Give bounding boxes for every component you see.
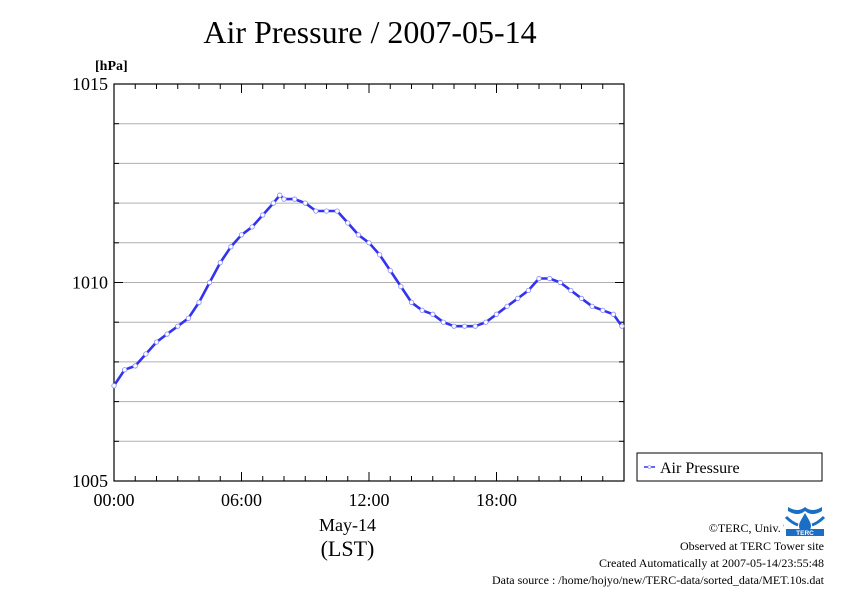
chart-title: Air Pressure / 2007-05-14 bbox=[203, 14, 537, 50]
data-point bbox=[217, 260, 223, 266]
data-point bbox=[525, 287, 531, 294]
data-point bbox=[111, 383, 117, 389]
data-point bbox=[430, 311, 436, 317]
x-tick-label: 00:00 bbox=[93, 490, 134, 510]
legend-marker bbox=[647, 465, 652, 469]
data-point bbox=[143, 351, 149, 357]
data-point bbox=[185, 315, 191, 321]
data-point bbox=[419, 307, 425, 313]
data-point bbox=[515, 295, 521, 301]
data-point bbox=[568, 287, 574, 294]
data-point bbox=[472, 323, 478, 329]
data-point bbox=[260, 212, 266, 218]
data-point bbox=[132, 363, 138, 369]
data-point bbox=[238, 232, 245, 238]
created-timestamp-text: Created Automatically at 2007-05-14/23:5… bbox=[599, 556, 824, 570]
data-point bbox=[175, 323, 181, 329]
data-point bbox=[196, 299, 202, 305]
data-point bbox=[547, 275, 553, 282]
data-point bbox=[600, 307, 606, 313]
data-point bbox=[408, 299, 415, 305]
data-point bbox=[277, 192, 283, 198]
data-point bbox=[122, 367, 128, 373]
y-tick-label: 1010 bbox=[72, 273, 108, 293]
data-point bbox=[398, 283, 404, 290]
data-point bbox=[228, 244, 234, 250]
y-tick-label: 1005 bbox=[72, 471, 108, 491]
legend-box bbox=[636, 452, 823, 482]
y-tick-label: 1015 bbox=[72, 74, 108, 94]
data-point bbox=[578, 295, 585, 301]
y-axis-unit-label: [hPa] bbox=[95, 59, 128, 74]
x-axis-timezone-label: (LST) bbox=[321, 536, 375, 561]
data-point bbox=[313, 208, 319, 214]
data-point bbox=[619, 323, 625, 329]
data-point bbox=[164, 331, 170, 337]
legend-label: Air Pressure bbox=[660, 460, 740, 477]
data-point bbox=[483, 319, 489, 325]
data-point bbox=[249, 224, 255, 230]
data-point bbox=[281, 196, 287, 202]
data-point bbox=[451, 323, 457, 329]
data-point bbox=[366, 240, 372, 246]
data-point bbox=[557, 279, 563, 286]
data-point bbox=[153, 339, 160, 345]
data-point bbox=[207, 279, 213, 286]
data-point bbox=[323, 208, 330, 214]
data-point bbox=[334, 208, 340, 214]
data-point bbox=[493, 311, 500, 317]
logo-text: TERC bbox=[796, 530, 814, 537]
data-source-text: Data source : /home/hojyo/new/TERC-data/… bbox=[491, 573, 824, 587]
observation-site-text: Observed at TERC Tower site bbox=[679, 539, 824, 553]
data-point bbox=[302, 200, 308, 206]
data-point bbox=[504, 303, 510, 309]
terc-logo-icon: TERC bbox=[784, 503, 826, 537]
data-point bbox=[536, 275, 542, 282]
data-point bbox=[270, 200, 276, 206]
x-tick-label: 18:00 bbox=[476, 490, 517, 510]
data-point bbox=[355, 232, 361, 238]
data-point bbox=[387, 267, 393, 274]
x-axis-date-label: May-14 bbox=[319, 515, 376, 535]
data-point bbox=[462, 323, 468, 329]
series-line-air-pressure bbox=[112, 193, 623, 387]
data-point bbox=[345, 220, 351, 226]
data-point bbox=[292, 196, 298, 202]
x-tick-label: 06:00 bbox=[221, 490, 262, 510]
data-point bbox=[440, 319, 446, 325]
data-point bbox=[589, 303, 595, 309]
data-point bbox=[610, 311, 616, 317]
data-point bbox=[377, 252, 383, 258]
x-tick-label: 12:00 bbox=[348, 490, 389, 510]
